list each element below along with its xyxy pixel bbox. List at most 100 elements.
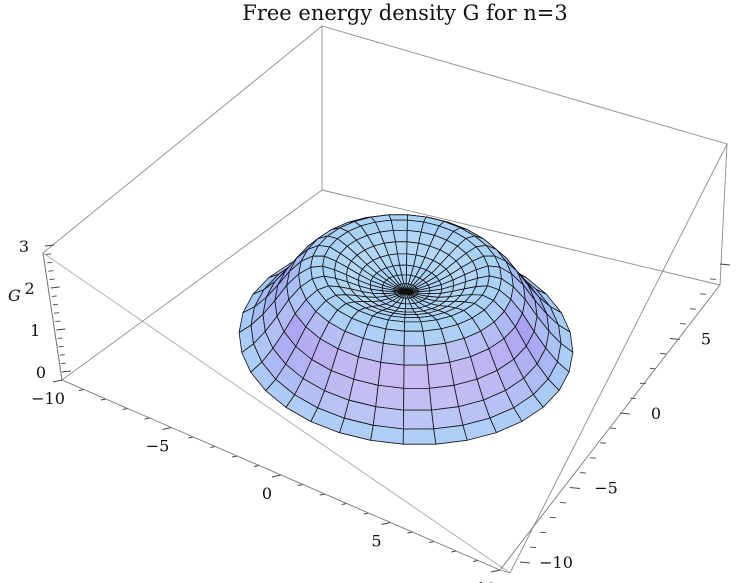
x-axis-tick [271,474,282,478]
y-tick-label: 10 [746,255,747,274]
surface-patch [390,219,408,231]
surface-patch [404,308,415,313]
y-axis-tick [699,293,707,295]
surface-patch [402,428,437,445]
z-axis-tick [61,370,72,373]
surface-patch [428,384,459,411]
surface-patch [422,328,446,347]
x-axis-tick [407,531,413,534]
x-axis-tick [490,569,501,573]
bounding-box [42,25,728,574]
box-edge [499,284,721,571]
z-tick-label: 2 [24,279,34,298]
box-edge-top-front [42,252,511,574]
y-axis-tick [579,472,587,474]
surface-patch [424,342,451,366]
z-axis-tick [51,295,57,297]
x-axis-tick [429,541,435,543]
z-axis-tick [47,261,53,264]
x-axis-tick [78,389,84,391]
x-axis-tick [451,550,457,553]
z-tick-label: 1 [30,321,40,340]
y-axis-tick [639,382,647,385]
x-axis-tick [363,512,369,515]
box-top-face [42,25,728,574]
y-axis-tick [619,412,631,415]
surface-patch [377,361,405,389]
y-tick-label: −10 [539,553,573,572]
z-axis-tick [44,244,55,247]
y-tick-label: 5 [701,330,711,349]
x-axis-tick [319,493,325,496]
box-edge-back-bottom-right [321,189,721,286]
x-axis-tick [381,522,391,525]
surface-patch [404,317,422,323]
y-axis-tick [679,323,687,325]
x-tick-label: 0 [262,484,272,503]
z-tick-label: 3 [19,237,29,256]
z-axis-tick [58,345,64,348]
x-axis-tick [473,560,479,562]
y-axis-tick [559,501,567,504]
x-tick-label: 5 [371,532,381,551]
x-axis-tick [100,398,106,401]
box-edge-back-bottom-left [61,189,323,381]
z-axis-tick [49,278,55,281]
surface-patch [370,424,404,445]
x-axis-tick [188,436,194,439]
x-axis-tick [122,408,128,410]
surface-patch [388,214,409,221]
y-tick-label: −5 [594,479,618,498]
surface-patch [403,364,430,389]
z-axis-tick [60,362,66,365]
axes: −10 −5 0 5 10 −10 −5 0 5 10 0 1 2 3 [19,237,747,583]
chart-title: Free energy density G for n=3 [242,1,567,25]
y-tick-label: 0 [651,404,661,423]
y-axis-tick [529,546,537,549]
surface-patch [382,328,405,347]
z-axis-tick [48,270,54,272]
surface-mesh [238,214,574,445]
x-tick-label: −10 [31,389,65,408]
box-edge [61,379,501,571]
x-tick-label: 10 [476,579,496,583]
surface-patch [403,345,428,366]
z-tick-label: 0 [36,363,46,382]
surface-patch [380,342,405,366]
z-axis-tick [56,328,66,331]
x-axis-tick [144,417,150,420]
y-axis-tick [719,263,731,266]
box-front-edges [42,252,721,571]
y-axis-tick [519,561,531,564]
surface-patch [403,387,432,411]
y-axis-tick [609,427,617,429]
x-axis-tick [341,503,347,505]
z-axis-tick [50,286,60,289]
x-axis-tick [162,427,172,430]
box-edge-front-vertical [499,569,511,574]
surface-patch [404,314,420,319]
y-axis-tick [589,457,597,459]
y-axis-tick [569,487,581,489]
surface-patch [433,424,468,445]
x-axis-tick [254,465,260,467]
z-axis-tick [55,320,61,323]
z-axis-tick [59,354,65,356]
x-tick-label: −5 [146,437,170,456]
surface-patch [402,409,435,430]
x-axis-tick [52,379,63,383]
z-axis-label: G [8,286,21,305]
surface-patch [403,330,426,347]
y-axis-tick [539,531,547,534]
x-axis-tick [210,446,216,448]
surface-patch [375,384,405,411]
surface-patch [403,321,424,332]
x-axis-tick [232,455,238,458]
z-axis-tick [46,253,52,255]
z-axis-tick [54,312,60,314]
y-axis-tick [689,308,697,310]
box-edge [42,252,63,381]
y-axis-tick [549,516,557,519]
